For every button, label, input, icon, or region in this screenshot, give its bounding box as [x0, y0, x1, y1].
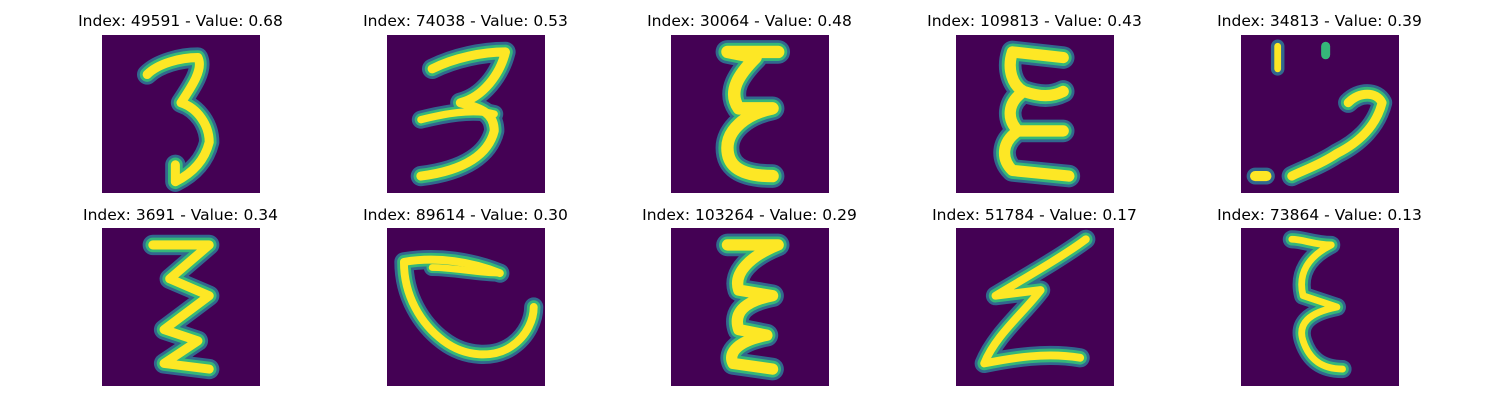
- digit-image-panel: [102, 35, 260, 193]
- digit-image: [671, 228, 829, 386]
- digit-image-panel: [671, 228, 829, 386]
- digit-image: [102, 35, 260, 193]
- digit-image: [1241, 228, 1399, 386]
- digit-image: [387, 228, 545, 386]
- panel-title: Index: 34813 - Value: 0.39: [1217, 12, 1422, 30]
- panel-title: Index: 51784 - Value: 0.17: [932, 206, 1137, 224]
- digit-image: [387, 35, 545, 193]
- panel-title: Index: 74038 - Value: 0.53: [363, 12, 568, 30]
- panel-title: Index: 73864 - Value: 0.13: [1217, 206, 1422, 224]
- panel-title: Index: 103264 - Value: 0.29: [642, 206, 857, 224]
- panel-title: Index: 89614 - Value: 0.30: [363, 206, 568, 224]
- digit-image: [671, 35, 829, 193]
- digit-image: [956, 35, 1114, 193]
- digit-image: [956, 228, 1114, 386]
- panel-title: Index: 49591 - Value: 0.68: [78, 12, 283, 30]
- digit-image-panel: [1241, 228, 1399, 386]
- digit-image-panel: [671, 35, 829, 193]
- digit-image-panel: [956, 228, 1114, 386]
- digit-image: [102, 228, 260, 386]
- panel-title: Index: 109813 - Value: 0.43: [927, 12, 1142, 30]
- digit-image-panel: [387, 35, 545, 193]
- digit-image-panel: [956, 35, 1114, 193]
- digit-image-panel: [1241, 35, 1399, 193]
- digit-image-panel: [102, 228, 260, 386]
- panel-title: Index: 3691 - Value: 0.34: [83, 206, 278, 224]
- panel-title: Index: 30064 - Value: 0.48: [647, 12, 852, 30]
- digit-image: [1241, 35, 1399, 193]
- digit-image-panel: [387, 228, 545, 386]
